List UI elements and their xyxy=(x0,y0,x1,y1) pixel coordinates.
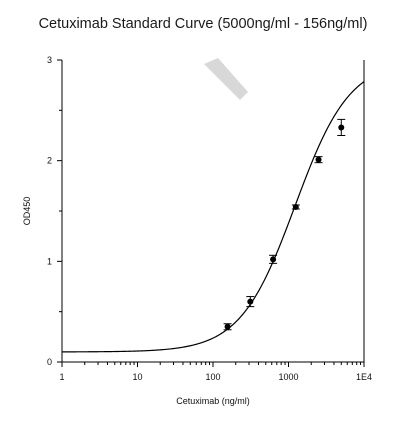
y-tick-label: 2 xyxy=(47,156,52,166)
y-tick-label: 3 xyxy=(47,55,52,65)
x-tick-label: 100 xyxy=(205,372,220,382)
data-point xyxy=(291,203,300,210)
y-ticks: 0 1 2 3 xyxy=(47,55,62,367)
point-marker xyxy=(247,298,254,305)
data-point xyxy=(337,118,346,136)
x-ticks: 1 10 100 1000 1E4 xyxy=(59,362,372,382)
data-points xyxy=(223,118,346,331)
point-marker xyxy=(292,203,299,210)
x-tick-label: 1000 xyxy=(278,372,298,382)
y-tick-label: 1 xyxy=(47,256,52,266)
point-marker xyxy=(270,256,277,263)
axes xyxy=(61,60,365,363)
x-tick-label: 10 xyxy=(132,372,142,382)
x-tick-label: 1E4 xyxy=(356,372,372,382)
y-tick-label: 0 xyxy=(47,357,52,367)
point-marker xyxy=(224,323,231,330)
watermark-mark xyxy=(204,58,248,100)
data-point xyxy=(223,323,232,331)
chart-title: Cetuximab Standard Curve (5000ng/ml - 15… xyxy=(38,16,368,32)
data-point xyxy=(246,296,255,308)
data-point xyxy=(269,254,278,264)
y-axis-label: OD450 xyxy=(22,197,32,226)
point-marker xyxy=(315,156,322,163)
x-axis-label: Cetuximab (ng/ml) xyxy=(176,396,250,406)
point-marker xyxy=(338,124,345,131)
fit-curve xyxy=(61,81,365,353)
data-point xyxy=(314,156,323,164)
x-tick-label: 1 xyxy=(59,372,64,382)
